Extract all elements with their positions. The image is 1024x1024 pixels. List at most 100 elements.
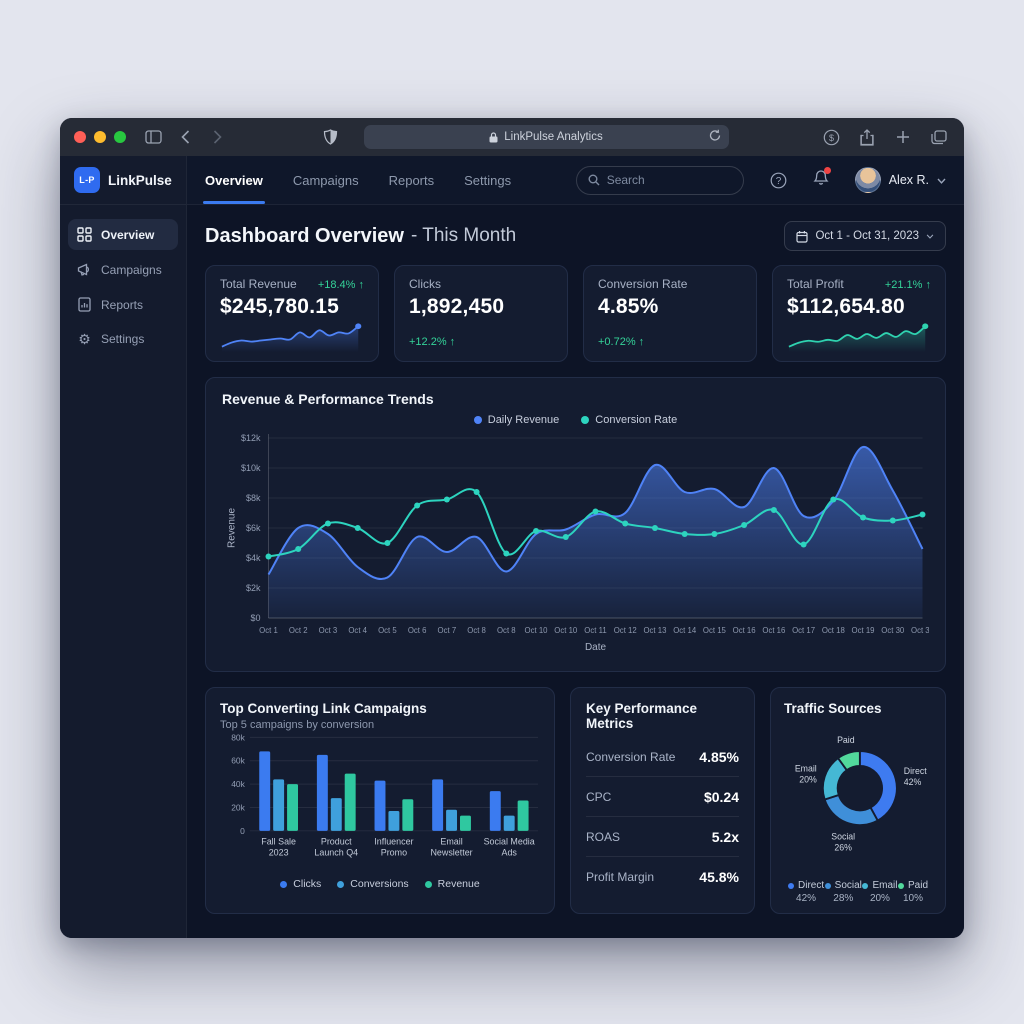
- chevron-down-icon: [937, 173, 946, 187]
- svg-text:Oct 16: Oct 16: [762, 626, 785, 635]
- grid-icon: [77, 227, 92, 242]
- svg-text:Email: Email: [795, 763, 817, 773]
- card-title: Key Performance Metrics: [586, 701, 698, 731]
- traffic-sources-card: Traffic Sources Direct 42% Social 26% Email 2…: [770, 687, 946, 914]
- kpi-card-total-revenue[interactable]: Total Revenue +18.4% ↑ $245,780.15: [205, 265, 379, 362]
- svg-text:Influencer: Influencer: [374, 837, 413, 847]
- svg-text:$4k: $4k: [246, 553, 261, 563]
- sidebar-item-reports[interactable]: Reports: [68, 289, 178, 320]
- kpi-card-total-profit[interactable]: Total Profit +21.1% ↑ $112,654.80: [772, 265, 946, 362]
- new-tab-icon[interactable]: [892, 126, 914, 148]
- app-header: Overview Campaigns Reports Settings ?: [187, 156, 964, 205]
- address-bar[interactable]: LinkPulse Analytics: [363, 125, 729, 149]
- kpi-label: Clicks: [409, 277, 441, 291]
- svg-text:Oct 3: Oct 3: [319, 626, 338, 635]
- svg-text:Social: Social: [831, 832, 855, 842]
- sidebar-item-campaigns[interactable]: Campaigns: [68, 254, 178, 285]
- trends-chart-card: Revenue & Performance Trends Daily Reven…: [205, 377, 946, 672]
- sidebar-item-overview[interactable]: Overview: [68, 219, 178, 250]
- svg-text:0: 0: [240, 826, 245, 836]
- svg-text:Email: Email: [440, 837, 462, 847]
- forward-button-icon[interactable]: [206, 126, 228, 148]
- minimize-window-button[interactable]: [94, 131, 106, 143]
- svg-text:$6k: $6k: [246, 523, 261, 533]
- svg-text:Product: Product: [321, 837, 352, 847]
- kpi-card-clicks[interactable]: Clicks 1,892,450 +12.2% ↑: [394, 265, 568, 362]
- legend-item: Clicks: [280, 878, 321, 890]
- sidebar-item-settings[interactable]: ⚙ Settings: [68, 324, 178, 354]
- privacy-shield-icon[interactable]: [320, 126, 342, 148]
- svg-text:$10k: $10k: [241, 463, 261, 473]
- svg-text:Oct 10: Oct 10: [554, 626, 578, 635]
- svg-text:60k: 60k: [231, 756, 245, 766]
- svg-text:Oct 15: Oct 15: [703, 626, 727, 635]
- main-content: Dashboard Overview - This Month Oct 1 - …: [187, 205, 964, 938]
- kpi-label: Total Revenue: [220, 277, 297, 291]
- svg-text:Oct 12: Oct 12: [614, 626, 637, 635]
- sidebar-item-label: Campaigns: [101, 262, 162, 277]
- user-name: Alex R.: [888, 173, 929, 187]
- metric-row: Profit Margin 45.8%: [586, 857, 739, 896]
- calendar-icon: [796, 230, 809, 243]
- svg-text:20%: 20%: [799, 774, 817, 784]
- svg-text:Oct 10: Oct 10: [525, 626, 549, 635]
- user-menu[interactable]: Alex R.: [854, 167, 946, 193]
- brand-name: LinkPulse: [108, 172, 172, 188]
- refresh-icon[interactable]: [709, 129, 721, 145]
- chevron-down-icon: [926, 233, 934, 239]
- svg-text:40k: 40k: [231, 779, 245, 789]
- back-button-icon[interactable]: [174, 126, 196, 148]
- svg-text:Oct 30: Oct 30: [881, 626, 905, 635]
- kpi-value: $245,780.15: [220, 295, 339, 318]
- campaigns-legend: Clicks Conversions Revenue: [220, 878, 540, 890]
- svg-text:Oct 8: Oct 8: [497, 626, 516, 635]
- kpi-change: +21.1% ↑: [884, 279, 931, 291]
- svg-text:$2k: $2k: [246, 583, 261, 593]
- svg-text:Oct 1: Oct 1: [259, 626, 278, 635]
- url-text: LinkPulse Analytics: [504, 131, 603, 143]
- chart-title: Revenue & Performance Trends: [222, 391, 434, 407]
- kpi-card-conversion-rate[interactable]: Conversion Rate 4.85% +0.72% ↑: [583, 265, 757, 362]
- svg-text:$8k: $8k: [246, 493, 261, 503]
- profit-sparkline: [788, 323, 929, 352]
- tab-reports[interactable]: Reports: [388, 172, 435, 188]
- share-icon[interactable]: [856, 126, 878, 148]
- notifications-bell-icon[interactable]: [813, 167, 831, 191]
- page-settings-icon[interactable]: $: [820, 126, 842, 148]
- search-icon: [588, 174, 600, 186]
- zoom-window-button[interactable]: [114, 131, 126, 143]
- legend-item: Social 28%: [824, 880, 862, 904]
- kpi-change: +12.2% ↑: [409, 336, 456, 348]
- sidebar-item-label: Settings: [101, 332, 145, 346]
- metric-value: 45.8%: [699, 869, 739, 885]
- help-icon[interactable]: ?: [770, 172, 787, 189]
- svg-text:Oct 4: Oct 4: [348, 626, 367, 635]
- legend-item: Paid 10%: [897, 880, 928, 904]
- svg-text:Oct 11: Oct 11: [584, 626, 606, 635]
- kpi-value: $112,654.80: [787, 295, 905, 318]
- svg-text:$0: $0: [250, 613, 260, 623]
- tab-overview[interactable]: Overview: [203, 156, 265, 204]
- sidebar-toggle-icon[interactable]: [142, 126, 164, 148]
- card-title: Traffic Sources: [784, 701, 882, 716]
- chart-subtitle: Top 5 campaigns by conversion: [220, 719, 375, 731]
- brand-area: L-P LinkPulse: [60, 156, 186, 205]
- search-input[interactable]: [606, 173, 717, 187]
- kpi-label: Conversion Rate: [598, 277, 688, 291]
- kpi-change: +0.72% ↑: [598, 336, 645, 348]
- key-metrics-card: Key Performance Metrics Conversion Rate …: [570, 687, 755, 914]
- tab-campaigns[interactable]: Campaigns: [292, 172, 359, 188]
- close-window-button[interactable]: [74, 131, 86, 143]
- traffic-legend: Direct 42% Social 28% Email 20% Paid 10%: [784, 880, 932, 904]
- tab-overview-icon[interactable]: [928, 126, 950, 148]
- svg-text:Oct 17: Oct 17: [792, 626, 815, 635]
- svg-text:Oct 31: Oct 31: [911, 626, 929, 635]
- tab-settings[interactable]: Settings: [464, 172, 512, 188]
- date-range-picker[interactable]: Oct 1 - Oct 31, 2023: [784, 221, 946, 251]
- revenue-sparkline: [221, 323, 362, 352]
- page-subtitle: - This Month: [410, 225, 517, 246]
- megaphone-icon: [77, 263, 90, 276]
- kpi-row: Total Revenue +18.4% ↑ $245,780.15 Click…: [205, 265, 946, 362]
